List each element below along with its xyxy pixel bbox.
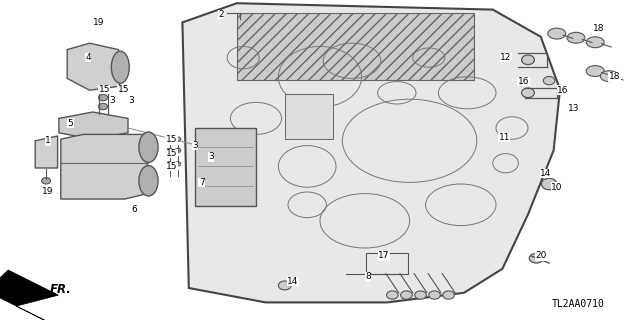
Ellipse shape (600, 71, 618, 82)
Ellipse shape (99, 94, 108, 101)
Text: 13: 13 (568, 104, 580, 113)
Ellipse shape (541, 178, 557, 190)
Text: 18: 18 (593, 24, 604, 33)
Text: 10: 10 (551, 183, 563, 192)
Text: 19: 19 (93, 18, 105, 27)
Text: 18: 18 (609, 72, 620, 81)
Ellipse shape (167, 162, 173, 166)
Bar (366, 253, 408, 274)
Polygon shape (61, 134, 147, 199)
Polygon shape (0, 267, 64, 320)
Ellipse shape (543, 76, 555, 85)
Ellipse shape (99, 103, 108, 110)
Text: 3: 3 (109, 96, 115, 105)
Text: 16: 16 (557, 86, 569, 95)
Polygon shape (59, 112, 128, 139)
Ellipse shape (529, 253, 543, 263)
Text: 15: 15 (166, 162, 177, 171)
Text: 3: 3 (193, 141, 198, 150)
Ellipse shape (139, 166, 158, 196)
Text: 17: 17 (378, 252, 390, 260)
Ellipse shape (443, 291, 454, 299)
Ellipse shape (586, 66, 604, 76)
Ellipse shape (415, 291, 426, 299)
Text: 15: 15 (166, 135, 177, 144)
Text: 19: 19 (42, 188, 54, 196)
Ellipse shape (522, 88, 534, 98)
Text: 4: 4 (86, 53, 91, 62)
Ellipse shape (175, 162, 181, 166)
Text: 9: 9 (289, 277, 294, 286)
Ellipse shape (175, 148, 181, 153)
Text: TL2AA0710: TL2AA0710 (552, 299, 605, 309)
Text: 11: 11 (499, 133, 510, 142)
Ellipse shape (401, 291, 412, 299)
Text: 1: 1 (45, 136, 51, 145)
Text: 6: 6 (132, 205, 137, 214)
Text: 3: 3 (129, 96, 134, 105)
Text: 12: 12 (500, 53, 511, 62)
Bar (195, 128, 256, 206)
Polygon shape (67, 43, 125, 90)
Text: 15: 15 (99, 85, 110, 94)
Polygon shape (35, 136, 58, 168)
Ellipse shape (167, 137, 173, 141)
Ellipse shape (429, 291, 440, 299)
Text: 5: 5 (68, 119, 73, 128)
Ellipse shape (175, 137, 181, 141)
Ellipse shape (387, 291, 398, 299)
Bar (237, 13, 474, 80)
Bar (285, 94, 333, 139)
Text: 14: 14 (540, 169, 552, 178)
Text: 20: 20 (535, 252, 547, 260)
Text: FR.: FR. (50, 283, 72, 296)
Ellipse shape (139, 132, 158, 163)
Text: 15: 15 (118, 85, 129, 94)
Ellipse shape (522, 55, 534, 65)
Text: 15: 15 (166, 149, 177, 158)
Text: 3: 3 (209, 152, 214, 161)
Polygon shape (182, 3, 560, 302)
Text: 2: 2 (218, 10, 223, 19)
Text: 14: 14 (287, 277, 299, 286)
Text: 16: 16 (518, 77, 529, 86)
Ellipse shape (567, 32, 585, 43)
Text: 8: 8 (365, 272, 371, 281)
Ellipse shape (548, 28, 566, 39)
Text: 7: 7 (199, 178, 204, 187)
Ellipse shape (278, 281, 291, 290)
Ellipse shape (586, 37, 604, 48)
Ellipse shape (42, 178, 51, 184)
Ellipse shape (111, 51, 129, 83)
Ellipse shape (167, 148, 173, 153)
